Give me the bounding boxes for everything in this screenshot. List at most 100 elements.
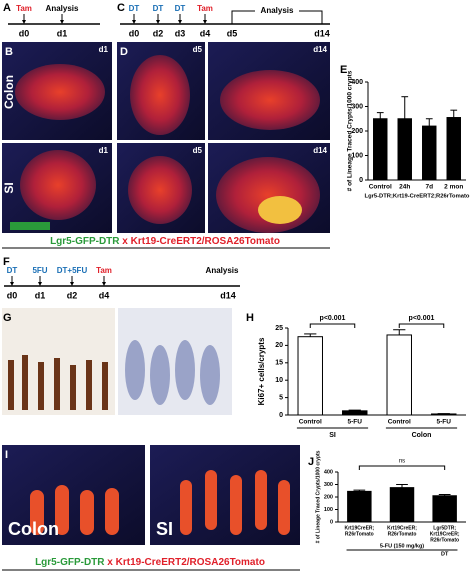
step-label: Tam: [96, 266, 112, 275]
image: [2, 445, 145, 545]
step-day: d4: [200, 28, 211, 38]
step-day: d14: [220, 290, 236, 300]
gfp: [10, 222, 50, 230]
x-tick-label: Lgr5DTR;: [433, 525, 456, 531]
step-day: d2: [67, 290, 78, 300]
y-tick-label: 0: [279, 412, 283, 419]
y-tick-label: 100: [351, 152, 363, 159]
y-tick-label: 300: [324, 482, 333, 488]
step-day: d5: [227, 28, 238, 38]
step-day: d0: [19, 28, 30, 38]
panel-letter: G: [3, 312, 12, 324]
y-tick-label: 200: [324, 494, 333, 500]
tissue: [128, 156, 192, 224]
y-axis-label: Ki67+ cells/crypts: [257, 337, 266, 405]
step-label: Analysis: [206, 266, 239, 275]
x-tick-label: 7d: [425, 184, 433, 191]
step-label: DT+5FU: [57, 266, 88, 275]
legend-text: Krt19-CreERT2/ROSA26Tomato: [131, 236, 280, 247]
y-tick-label: 200: [351, 128, 363, 135]
x-tick-label: R26rTomato: [430, 537, 459, 543]
step-label: DT: [175, 4, 186, 13]
arrow-head: [102, 282, 106, 286]
row-label: Colon: [2, 75, 16, 109]
tissue: [15, 64, 105, 120]
step-day: d0: [129, 28, 140, 38]
day-tag: d14: [313, 146, 327, 155]
step-day: d1: [57, 28, 68, 38]
bar: [446, 117, 461, 181]
panel-letter: C: [117, 2, 125, 14]
x-axis-label: Lgr5-DTR;Krt19-CreERT2;R26rTomato: [365, 194, 470, 200]
step-label: DT: [7, 266, 18, 275]
step-label: Tam: [16, 4, 32, 13]
x-tick-label: 2 mon: [444, 184, 463, 191]
legend-text: Krt19-CreERT2/ROSA26Tomato: [116, 557, 265, 568]
bar: [422, 125, 437, 181]
arrow-head: [156, 20, 160, 24]
y-tick-label: 100: [324, 507, 333, 513]
y-axis-label: # of Lineage Traced Crypts/1000 crypts: [315, 450, 321, 543]
x-tick-label: 5-FU: [348, 419, 363, 426]
y-tick-label: 10: [275, 377, 283, 384]
row-label: SI: [2, 182, 16, 193]
step-label: Analysis: [46, 4, 79, 13]
x-tick-label: Krt19CreER;: [387, 525, 417, 531]
day-tag: d5: [193, 146, 203, 155]
legend-text: x: [107, 557, 113, 568]
tissue-tag: SI: [156, 519, 173, 539]
arrow-head: [132, 20, 136, 24]
bar: [342, 410, 368, 416]
bar: [397, 118, 412, 181]
bar: [373, 118, 388, 181]
panel-letter: D: [120, 46, 128, 58]
day-tag: d1: [99, 45, 109, 54]
step-label: Tam: [197, 4, 213, 13]
arrow-head: [10, 282, 14, 286]
legend-text: Lgr5-GFP-DTR: [50, 236, 120, 247]
step-day: d14: [314, 28, 330, 38]
bar: [431, 413, 457, 416]
panel-letter: I: [5, 449, 8, 461]
y-tick-label: 20: [275, 342, 283, 349]
step-day: d2: [153, 28, 164, 38]
y-tick-label: 5: [279, 394, 283, 401]
tissue: [130, 55, 190, 135]
bar: [297, 336, 323, 416]
y-axis-label: # of Lineage Traced Crypts/1000 crypts: [347, 70, 354, 191]
arrow-head: [178, 20, 182, 24]
panel-letter: F: [3, 256, 10, 268]
tissue: [30, 485, 119, 535]
step-label: DT: [153, 4, 164, 13]
annotation: p<0.001: [320, 315, 346, 322]
legend-text: Lgr5-GFP-DTR: [35, 557, 105, 568]
sig-bracket: [358, 465, 446, 470]
bar: [386, 334, 412, 416]
step-label: 5FU: [32, 266, 47, 275]
bar: [347, 490, 372, 523]
panel-letter: J: [308, 456, 314, 468]
y-tick-label: 25: [275, 325, 283, 332]
panel-letter: B: [5, 46, 13, 58]
image: [150, 445, 300, 545]
tissue: [20, 150, 96, 220]
tissue: [258, 196, 302, 224]
x-tick-label: Control: [388, 419, 411, 426]
day-tag: d5: [193, 45, 203, 54]
panel-letter: E: [340, 64, 347, 76]
y-tick-label: 300: [351, 103, 363, 110]
micrographs: [2, 42, 330, 545]
crypts: [125, 340, 220, 405]
y-tick-label: 15: [275, 360, 283, 367]
tissue: [220, 70, 320, 130]
sig-bracket: [309, 323, 356, 328]
group-label: SI: [329, 432, 336, 439]
day-tag: d14: [313, 45, 327, 54]
panel-letter: H: [246, 312, 254, 324]
legend: Lgr5-GFP-DTR x Krt19-CreERT2/ROSA26Tomat…: [50, 236, 280, 247]
x-tick-label: 24h: [399, 184, 410, 191]
y-tick-label: 0: [359, 177, 363, 184]
bar: [432, 495, 457, 523]
x-tick-label: Krt19CreER;: [344, 525, 374, 531]
